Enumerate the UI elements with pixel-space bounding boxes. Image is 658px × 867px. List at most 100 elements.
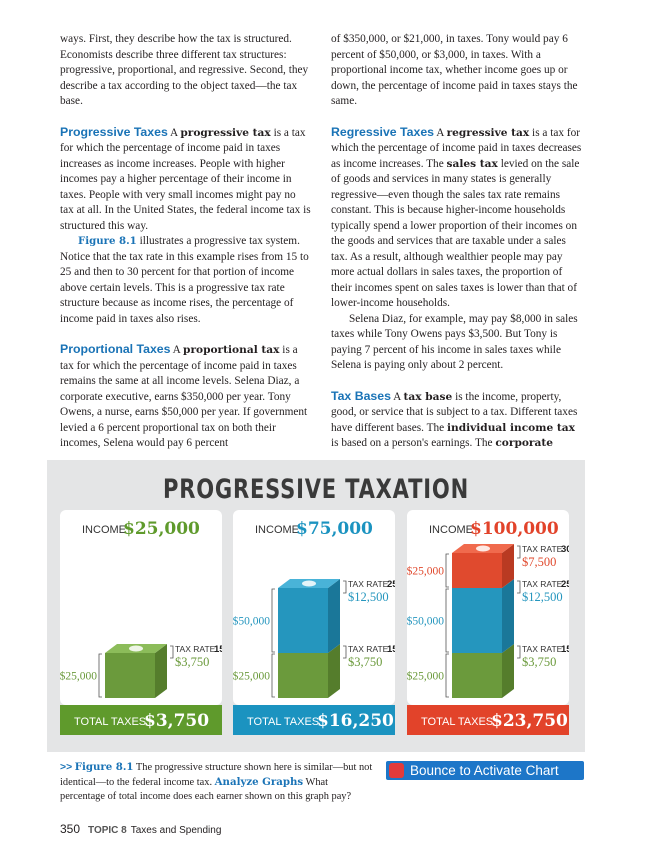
caption: >> Figure 8.1 The progressive structure …	[60, 760, 375, 804]
bold-text: proportional tax	[183, 344, 280, 356]
total-amount: $16,250	[317, 711, 394, 731]
bar-segment	[278, 653, 328, 698]
text-run: A	[434, 126, 447, 139]
bold-text: progressive tax	[180, 126, 271, 139]
text-run: A	[390, 390, 404, 403]
text-run: is a tax for which the percentage of inc…	[60, 126, 311, 232]
bar-side	[502, 644, 514, 698]
figref-text: Figure 8.1	[78, 235, 137, 247]
bold-text: corporate	[495, 437, 553, 449]
amount-bracket	[445, 588, 449, 653]
button-label[interactable]: Bounce to Activate Chart	[410, 763, 559, 778]
heading-text: Proportional Taxes	[60, 342, 171, 356]
rate-label: TAX RATE	[522, 644, 563, 654]
bar-segment	[452, 553, 502, 588]
bar-segment	[452, 588, 502, 653]
rate-value: 15%	[387, 644, 395, 655]
rate-value: 15%	[561, 644, 569, 655]
heading-text: Progressive Taxes	[60, 124, 168, 139]
segment-amount: $25,000	[60, 670, 97, 683]
activate-button[interactable]: Bounce to Activate Chart	[386, 761, 584, 780]
text-run: The progressive structure shown here is …	[60, 762, 373, 788]
tax-bracket	[517, 545, 521, 559]
bar-side	[328, 644, 340, 698]
amount-bracket	[271, 588, 275, 653]
panel: INCOME $100,000 TOTAL TAXES $23,750 $25,000 T…	[407, 510, 569, 735]
figure: PROGRESSIVE TAXATION INCOME $25,000 TOTAL …	[47, 460, 585, 752]
segment-amount: $25,000	[233, 670, 270, 683]
tax-bracket	[343, 580, 347, 594]
figref-text: Analyze Graphs	[214, 776, 304, 788]
bold-text: regressive tax	[446, 126, 530, 139]
text-run: illustrates a progressive tax system. No…	[60, 235, 309, 325]
rate-label: TAX RATE	[522, 544, 563, 554]
paragraph: Proportional Taxes A proportional tax is…	[60, 342, 312, 452]
text-run: is the income, property, good, or servic…	[331, 390, 578, 434]
rate-value: 15%	[214, 644, 222, 655]
rate-value: 25%	[387, 579, 395, 590]
figure-title: PROGRESSIVE TAXATION	[163, 474, 469, 505]
text-run: levied on the sale of goods and services…	[331, 157, 580, 310]
bold-text: tax base	[403, 390, 453, 403]
segment-amount: $50,000	[233, 615, 270, 628]
bar-segment	[452, 653, 502, 698]
bar-segment	[278, 588, 328, 653]
text-run: ways. First, they describe how the tax i…	[60, 33, 309, 107]
panel-card	[60, 510, 222, 705]
button-icon	[389, 763, 404, 778]
paragraph: of $350,000, or $21,000, in taxes. Tony …	[331, 32, 583, 110]
topic-title: Taxes and Spending	[130, 825, 222, 836]
money-icon	[476, 545, 490, 552]
text-run: Selena Diaz, for example, may pay $8,000…	[331, 312, 578, 372]
tax-bracket	[170, 645, 174, 659]
bar-side	[502, 579, 514, 653]
tax-amount: $7,500	[522, 555, 556, 569]
tax-amount: $12,500	[522, 590, 563, 604]
caption-marker: >>	[60, 762, 73, 773]
tax-amount: $3,750	[175, 655, 209, 669]
bar-segment	[105, 653, 155, 698]
rate-label: TAX RATE	[522, 579, 563, 589]
tax-bracket	[517, 580, 521, 594]
text-run: of $350,000, or $21,000, in taxes. Tony …	[331, 33, 578, 107]
income-amount: $25,000	[123, 519, 200, 539]
text-column: of $350,000, or $21,000, in taxes. Tony …	[331, 32, 583, 467]
total-amount: $23,750	[491, 711, 568, 731]
total-bar	[407, 705, 569, 735]
total-bar	[60, 705, 222, 735]
text-run: A	[167, 126, 181, 139]
text-run: is based on a person's earnings. The	[331, 437, 496, 449]
total-label: TOTAL TAXES	[247, 716, 319, 728]
bar-side	[328, 579, 340, 653]
amount-bracket	[98, 653, 102, 698]
paragraph: Selena Diaz, for example, may pay $8,000…	[331, 312, 583, 374]
page-number: 350	[60, 822, 81, 836]
segment-amount: $50,000	[407, 615, 444, 628]
bar-side	[502, 544, 514, 588]
segment-amount: $25,000	[407, 670, 444, 683]
amount-bracket	[271, 653, 275, 698]
bold-text: sales tax	[446, 157, 498, 170]
tax-amount: $12,500	[348, 590, 389, 604]
panel: INCOME $25,000 TOTAL TAXES $3,750 $25,000 TAX…	[60, 510, 222, 735]
panel-graphic: INCOME$100,000 TOTAL TAXES$23,750 $25,000 T…	[407, 510, 569, 735]
figref-text: Figure 8.1	[74, 761, 134, 773]
text-column: ways. First, they describe how the tax i…	[60, 32, 312, 467]
income-amount: $75,000	[296, 519, 373, 539]
paragraph: Tax Bases A tax base is the income, prop…	[331, 389, 583, 452]
page-footer: 350 TOPIC 8 Taxes and Spending	[60, 822, 221, 836]
paragraph: Regressive Taxes A regressive tax is a t…	[331, 125, 583, 312]
money-icon	[302, 580, 316, 587]
income-amount: $100,000	[470, 519, 559, 539]
total-amount: $3,750	[144, 711, 209, 731]
bar-side	[155, 644, 167, 698]
rate-label: TAX RATE	[348, 644, 389, 654]
text-run: A	[170, 344, 184, 356]
total-label: TOTAL TAXES	[421, 716, 493, 728]
rate-label: TAX RATE	[348, 579, 389, 589]
topic-label: TOPIC 8	[88, 825, 127, 836]
bold-text: individual income tax	[446, 421, 575, 434]
rate-value: 30%	[561, 544, 569, 555]
money-icon	[129, 645, 143, 652]
